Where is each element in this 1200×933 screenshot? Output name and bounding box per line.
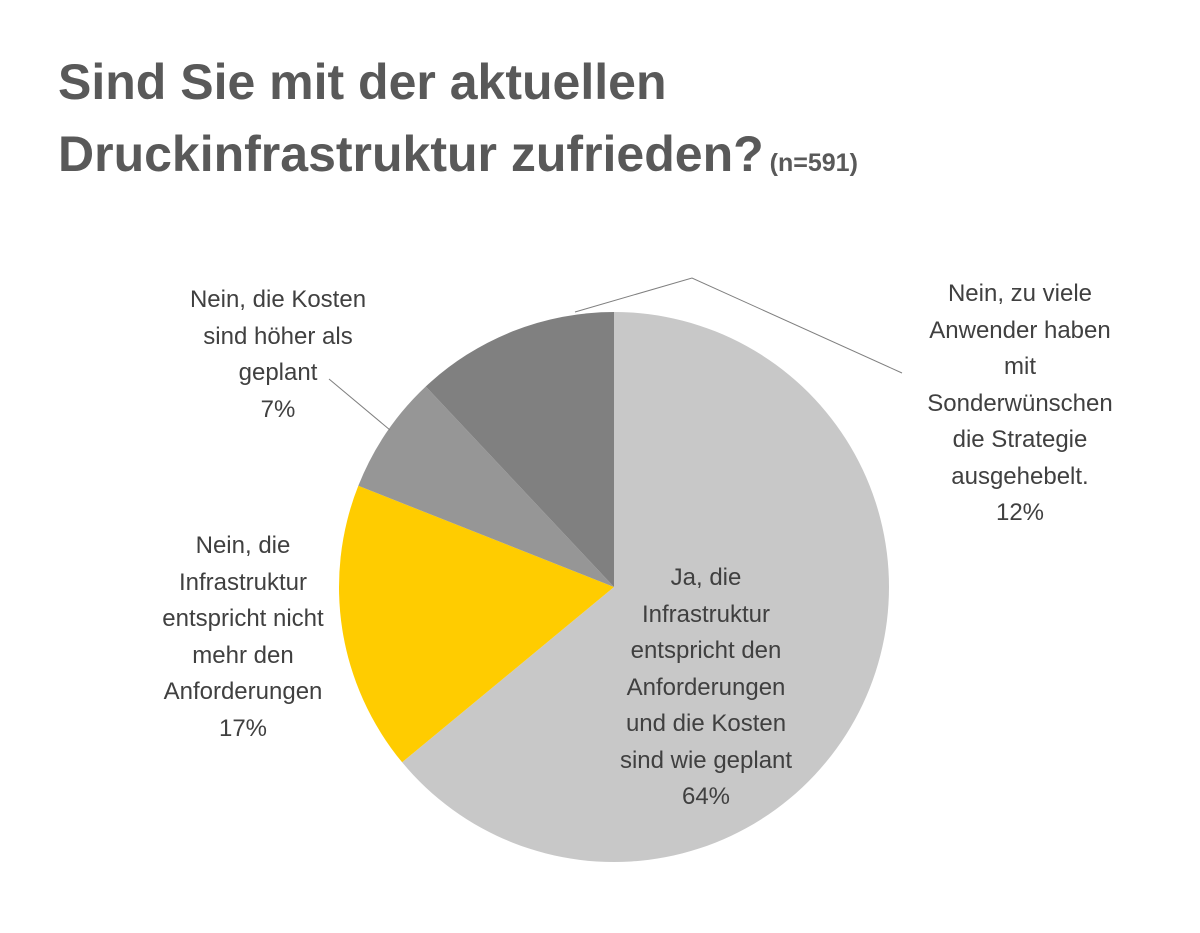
slice-label-line: Nein, die — [195, 532, 291, 559]
pie-slices — [339, 312, 890, 862]
slice-label-line: Nein, die Kosten — [189, 286, 367, 313]
slice-label-line: Anforderungen — [626, 673, 786, 701]
slice-label-line: mehr den — [192, 641, 294, 669]
slice-percent: 17% — [218, 714, 268, 742]
sample-size: (n=591) — [769, 149, 858, 177]
slice-label-line: Sonderwünschen — [927, 389, 1113, 417]
slice-label-line: Infrastruktur — [178, 568, 308, 596]
slice-label-kosten-hoeher: Nein, die Kosten sind höher als geplant 7% — [168, 282, 388, 428]
slice-percent: 7% — [260, 395, 296, 423]
chart-title-question: Druckinfrastruktur zufrieden? — [58, 126, 764, 182]
slice-label-line: und die Kosten — [625, 710, 787, 737]
leader-lines — [328, 277, 903, 431]
chart-title-line-1: Sind Sie mit der aktuellen — [58, 54, 667, 110]
pie-slice-kosten-hoeher — [358, 386, 614, 587]
slice-label-line: entspricht den — [630, 637, 782, 664]
slice-label-sonderwuensche: Nein, zu viele Anwender haben mit Sonderwün… — [905, 276, 1135, 532]
leader-line-sonderwuensche — [574, 277, 903, 374]
chart-title: Sind Sie mit der aktuellen Druckinfrastr… — [58, 46, 1158, 190]
chart-title-line-2: Druckinfrastruktur zufrieden? (n=591) — [58, 118, 1158, 190]
slice-label-line: ausgehebelt. — [951, 462, 1089, 490]
pie-slice-nicht-mehr-anforderungen — [339, 485, 614, 763]
pie-slice-ja — [402, 312, 890, 862]
pie-slice-sonderwuensche — [425, 312, 614, 587]
slice-percent: 12% — [995, 499, 1045, 526]
slice-label-line: geplant — [238, 359, 318, 386]
slice-label-line: sind wie geplant — [619, 746, 793, 774]
slice-label-line: Infrastruktur — [641, 600, 771, 628]
slice-label-nicht-mehr-anforderungen: Nein, die Infrastruktur entspricht nicht me… — [143, 528, 343, 747]
slice-label-line: Ja, die — [670, 564, 742, 591]
slice-label-line: sind höher als — [203, 322, 353, 350]
slice-label-line: mit — [1004, 353, 1036, 380]
slice-label-line: entspricht nicht — [162, 605, 324, 632]
slice-label-line: die Strategie — [952, 426, 1088, 453]
slice-label-line: Anforderungen — [163, 678, 323, 705]
slice-percent: 64% — [681, 783, 731, 810]
slice-label-line: Anwender haben — [929, 316, 1111, 344]
slice-label-ja: Ja, die Infrastruktur entspricht den Anford… — [596, 560, 816, 816]
slice-label-line: Nein, zu viele — [947, 280, 1093, 307]
leader-line-kosten-hoeher — [328, 378, 391, 431]
